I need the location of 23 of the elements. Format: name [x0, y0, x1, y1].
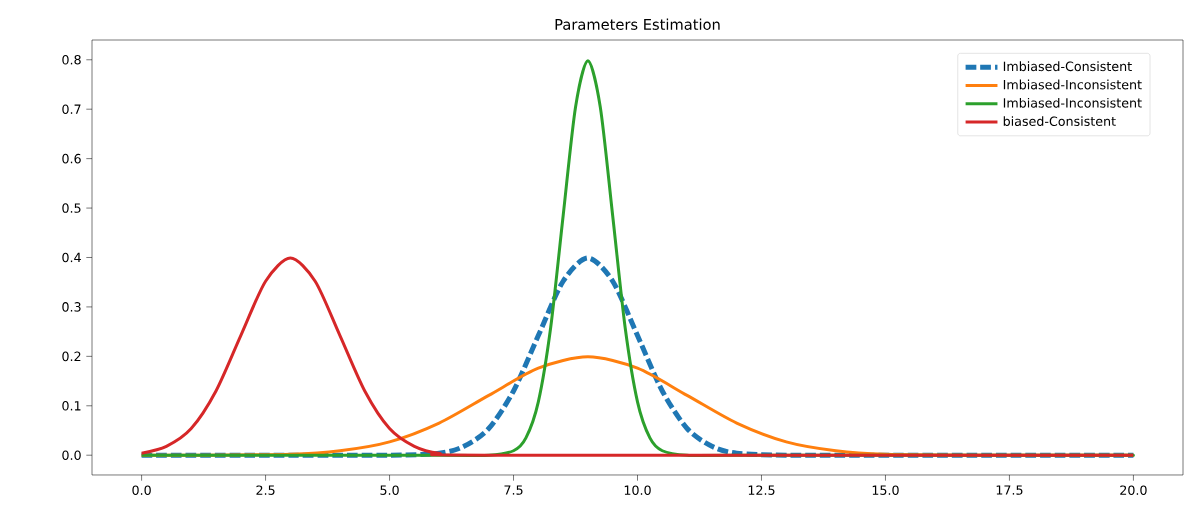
x-tick-label: 20.0	[1120, 485, 1147, 495]
y-tick-label: 0.5	[62, 203, 81, 213]
x-tick-label: 2.5	[256, 485, 275, 495]
legend-label: Imbiased-Inconsistent	[1003, 97, 1142, 108]
x-tick-label: 10.0	[624, 485, 651, 495]
legend-label: Imbiased-Inconsistent	[1003, 79, 1142, 90]
legend-label: biased-Consistent	[1003, 116, 1116, 126]
y-tick-label: 0.8	[62, 54, 81, 65]
legend-label: Imbiased-Consistent	[1003, 61, 1132, 72]
y-tick-label: 0.3	[62, 302, 81, 312]
x-tick-label: 0.0	[132, 485, 151, 495]
x-tick-label: 7.5	[504, 485, 523, 495]
y-tick-label: 0.6	[62, 153, 81, 164]
x-tick-label: 15.0	[872, 485, 899, 495]
y-tick-label: 0.7	[62, 104, 81, 114]
x-tick-label: 5.0	[380, 485, 399, 495]
y-tick-label: 0.4	[62, 252, 81, 263]
x-tick-label: 17.5	[996, 485, 1023, 495]
y-tick-label: 0.1	[62, 400, 81, 411]
chart-title: Parameters Estimation	[555, 18, 720, 30]
y-tick-label: 0.0	[62, 450, 81, 461]
y-tick-label: 0.2	[62, 351, 81, 362]
x-tick-label: 12.5	[748, 485, 775, 495]
